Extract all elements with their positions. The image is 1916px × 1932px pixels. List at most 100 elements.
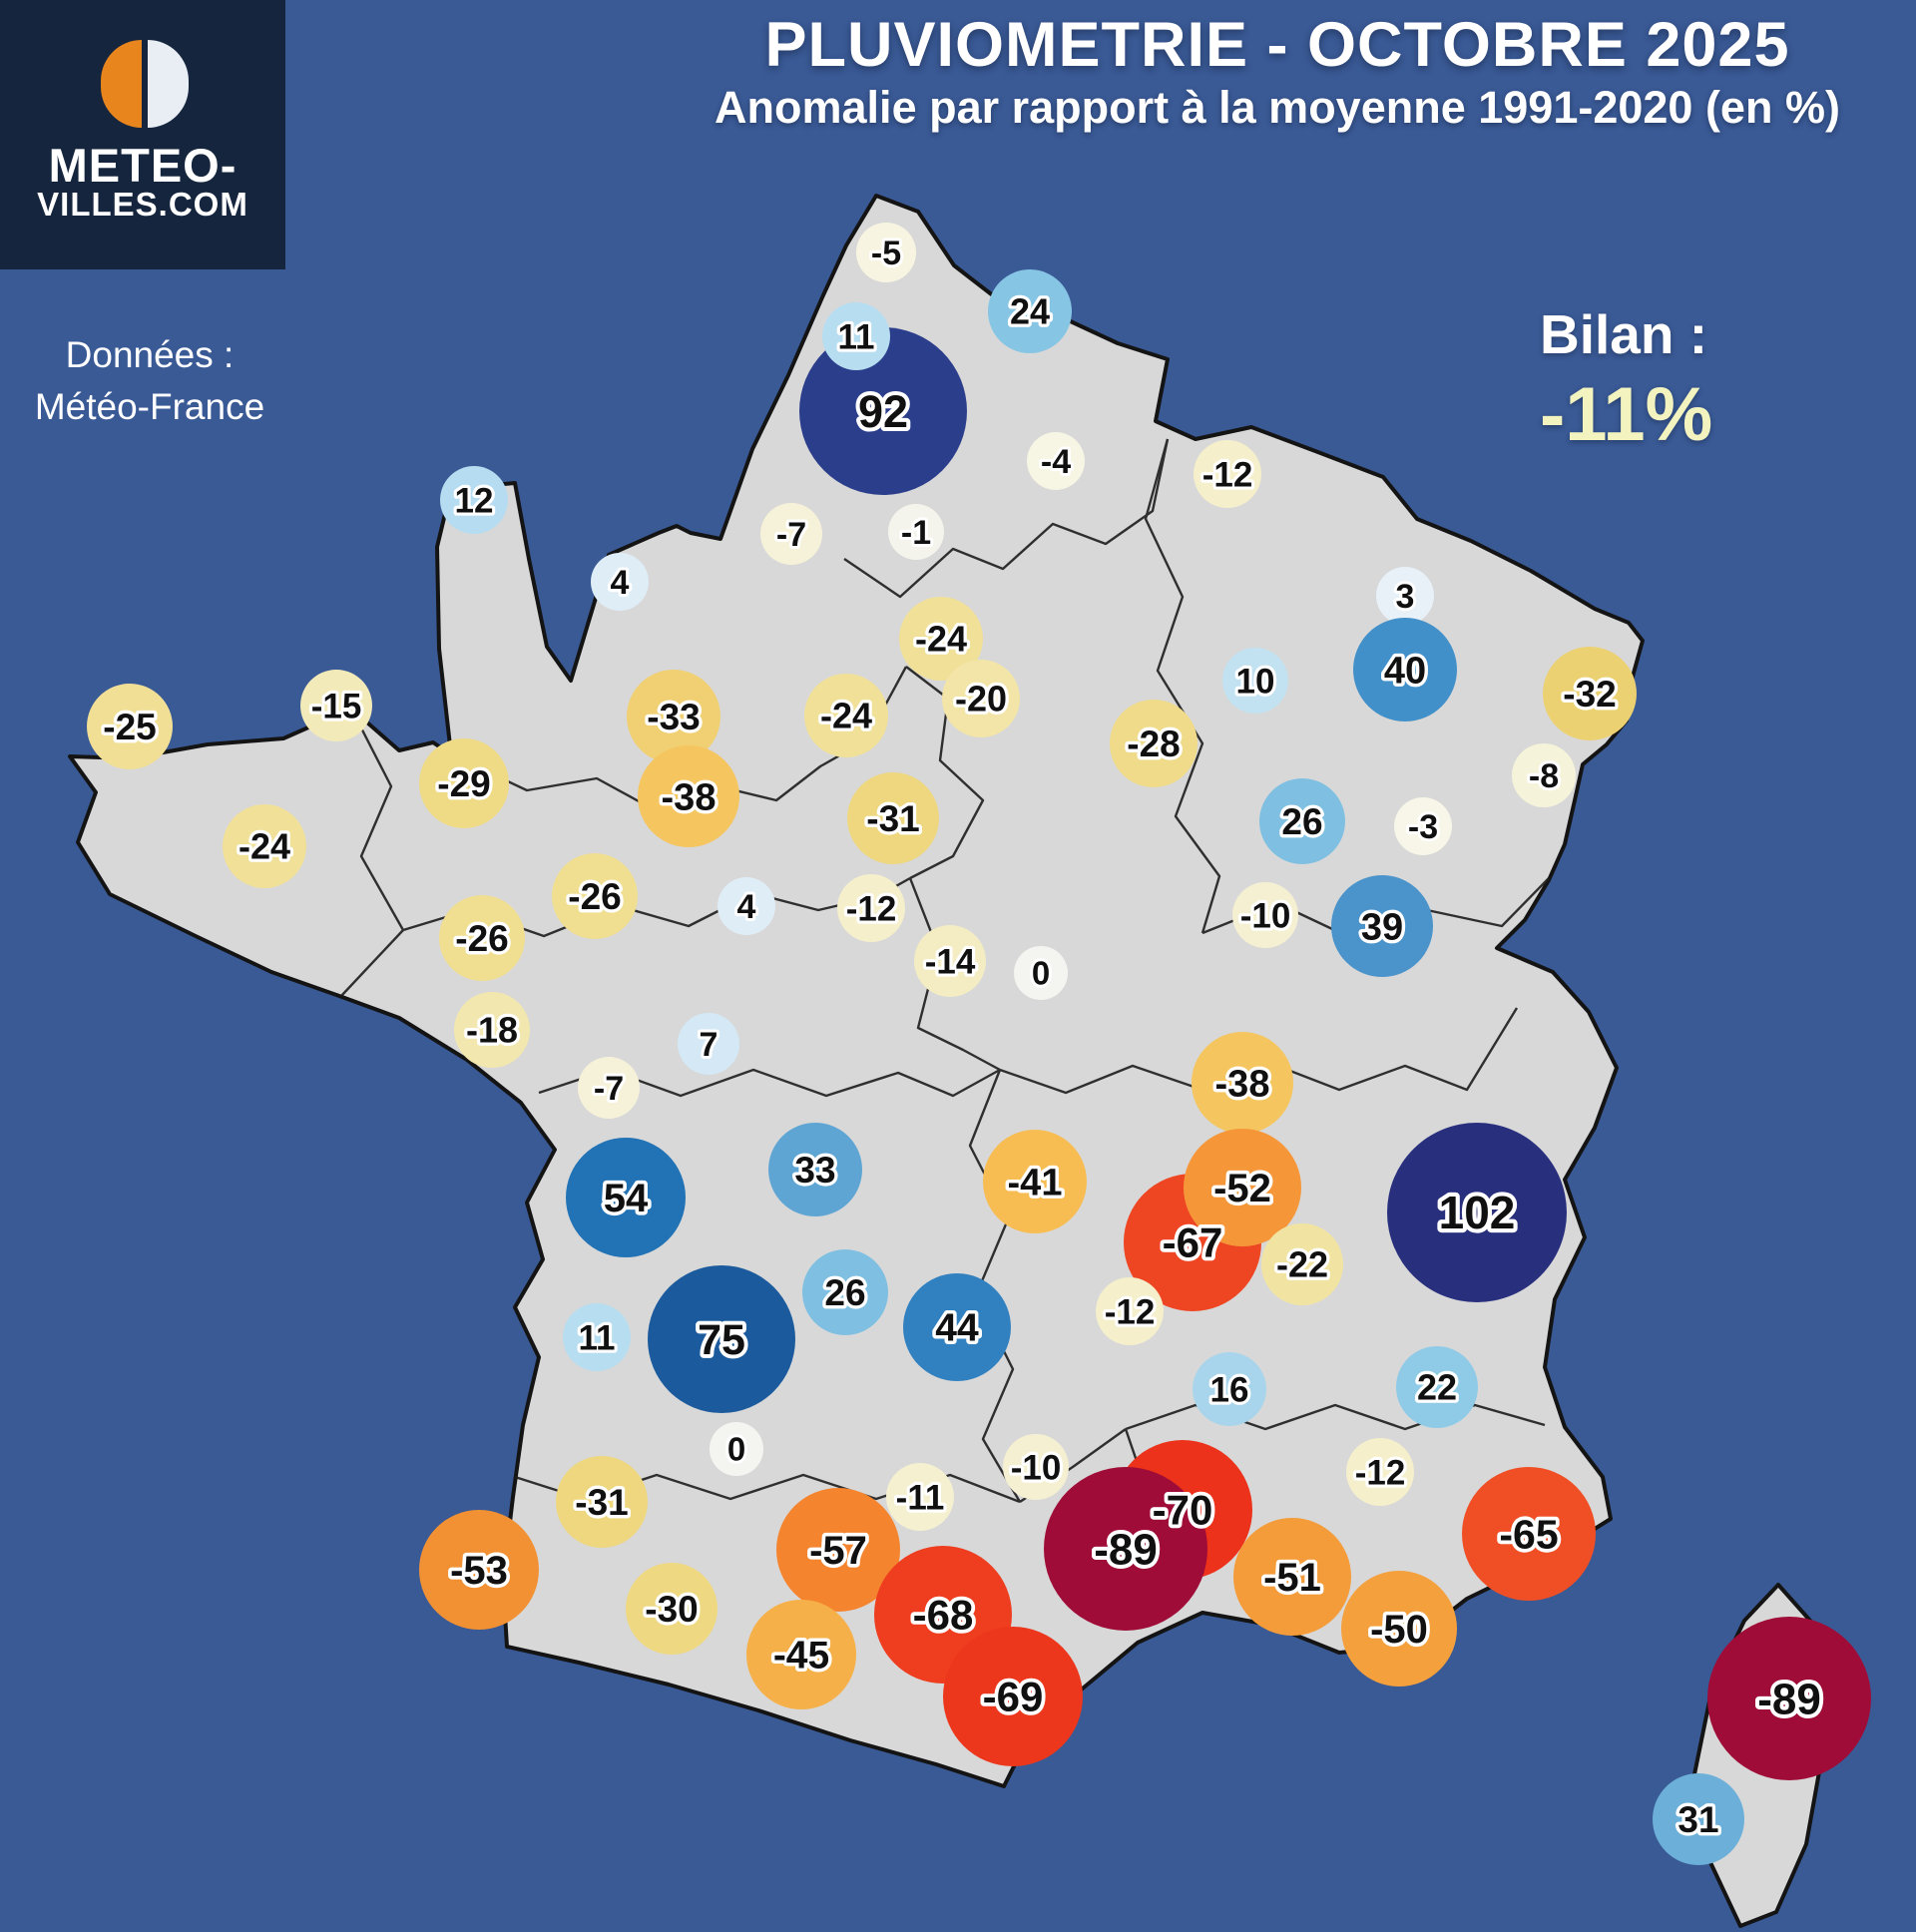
anomaly-bubble	[566, 1138, 686, 1257]
anomaly-bubble	[1096, 1277, 1164, 1345]
anomaly-value: 4	[737, 888, 756, 926]
logo-halfmoon-orange	[101, 40, 142, 128]
anomaly-bubble	[768, 1123, 862, 1216]
anomaly-value: -10	[1011, 1448, 1062, 1487]
anomaly-bubble	[1462, 1467, 1596, 1601]
anomaly-value: -3	[1408, 808, 1438, 846]
anomaly-value: 3	[1396, 578, 1415, 616]
anomaly-bubble	[1232, 882, 1298, 948]
anomaly-value: -70	[1153, 1487, 1213, 1534]
anomaly-value: -18	[466, 1010, 518, 1051]
anomaly-bubble	[988, 269, 1072, 353]
anomaly-bubble	[776, 1488, 900, 1612]
anomaly-value: 75	[698, 1316, 745, 1364]
anomaly-bubble	[1003, 1434, 1069, 1500]
anomaly-bubble	[1346, 1438, 1414, 1506]
anomaly-bubble	[439, 895, 525, 981]
anomaly-value: -57	[809, 1529, 867, 1573]
anomaly-bubble	[578, 1057, 640, 1119]
anomaly-value: -50	[1370, 1608, 1428, 1652]
anomaly-value: -24	[820, 696, 872, 736]
anomaly-value: -89	[1094, 1525, 1158, 1574]
anomaly-value: -20	[955, 679, 1007, 720]
anomaly-value: -38	[1215, 1063, 1270, 1105]
anomaly-value: -65	[1499, 1511, 1558, 1557]
anomaly-bubble	[1222, 648, 1288, 714]
anomaly-bubble	[799, 327, 967, 495]
anomaly-bubble	[1512, 743, 1576, 807]
anomaly-bubble	[1192, 1032, 1293, 1134]
anomaly-bubble	[837, 874, 905, 942]
anomaly-bubble	[627, 670, 720, 763]
anomaly-value: -12	[1105, 1292, 1156, 1331]
anomaly-bubbles	[87, 223, 1871, 1865]
page-subtitle: Anomalie par rapport à la moyenne 1991-2…	[715, 82, 1840, 133]
anomaly-value: -14	[925, 942, 976, 981]
anomaly-value: -26	[568, 876, 621, 917]
anomaly-value: -24	[915, 619, 967, 660]
anomaly-bubble	[942, 660, 1020, 737]
region-border	[1144, 438, 1221, 934]
anomaly-value: -69	[983, 1674, 1044, 1720]
anomaly-value: 26	[1281, 801, 1322, 842]
anomaly-value: 4	[611, 564, 630, 602]
anomaly-bubble	[1353, 618, 1457, 722]
anomaly-bubble	[718, 877, 775, 935]
anomaly-value: 40	[1384, 650, 1426, 692]
anomaly-bubble	[903, 1273, 1011, 1381]
logo-brand-bottom: VILLES.COM	[37, 186, 248, 223]
anomaly-value: 33	[794, 1150, 835, 1191]
meteo-villes-logo: METEO- VILLES.COM	[0, 0, 285, 269]
data-source: Données : Météo-France	[0, 329, 299, 433]
anomaly-bubble	[1184, 1129, 1301, 1246]
anomaly-bubble	[300, 670, 372, 741]
anomaly-bubble	[1394, 797, 1452, 855]
anomaly-value: -7	[776, 516, 806, 554]
anomaly-value: 0	[727, 1431, 745, 1468]
anomaly-value: 44	[935, 1307, 979, 1350]
anomaly-value: -12	[1355, 1453, 1406, 1492]
anomaly-bubble	[1653, 1773, 1744, 1865]
anomaly-value: 102	[1439, 1187, 1516, 1238]
anomaly-bubble	[638, 745, 739, 847]
anomaly-value: -51	[1263, 1556, 1321, 1600]
anomaly-value: -26	[455, 918, 508, 959]
logo-halfmoon-icon	[101, 40, 189, 128]
anomaly-value: 0	[1032, 955, 1050, 992]
anomaly-bubble	[563, 1303, 631, 1371]
anomaly-value: -33	[647, 697, 700, 737]
anomaly-bubble	[552, 853, 638, 939]
anomaly-value: -1	[901, 514, 931, 552]
anomaly-bubble	[847, 772, 939, 864]
anomaly-value: -29	[437, 763, 490, 804]
anomaly-value: -31	[575, 1482, 628, 1523]
anomaly-bubble	[1387, 1123, 1567, 1302]
anomaly-bubble	[914, 925, 986, 997]
anomaly-value: -89	[1757, 1675, 1821, 1723]
region-border	[1125, 1403, 1546, 1431]
anomaly-value: -12	[846, 889, 897, 928]
anomaly-bubble	[943, 1627, 1083, 1766]
anomaly-bubble	[419, 1510, 539, 1630]
anomaly-bubble	[856, 223, 916, 282]
anomaly-value: -5	[871, 235, 901, 272]
anomaly-bubble	[899, 597, 983, 681]
anomaly-bubble	[760, 503, 822, 565]
header: PLUVIOMETRIE - OCTOBRE 2025 Anomalie par…	[639, 8, 1916, 134]
anomaly-value: 22	[1417, 1367, 1457, 1408]
anomaly-value: -52	[1213, 1167, 1271, 1210]
anomaly-bubble	[802, 1249, 888, 1335]
anomaly-bubble	[1543, 647, 1637, 740]
anomaly-bubble	[1341, 1571, 1457, 1687]
anomaly-value: -30	[645, 1589, 698, 1630]
anomaly-bubble	[223, 804, 306, 888]
anomaly-bubble	[1014, 946, 1068, 1000]
anomaly-bubble	[888, 504, 944, 560]
anomaly-bubble	[1194, 440, 1261, 508]
region-border	[340, 708, 405, 997]
region-border	[908, 877, 1001, 1072]
anomaly-value: -31	[866, 798, 919, 839]
anomaly-value: 54	[604, 1177, 649, 1220]
